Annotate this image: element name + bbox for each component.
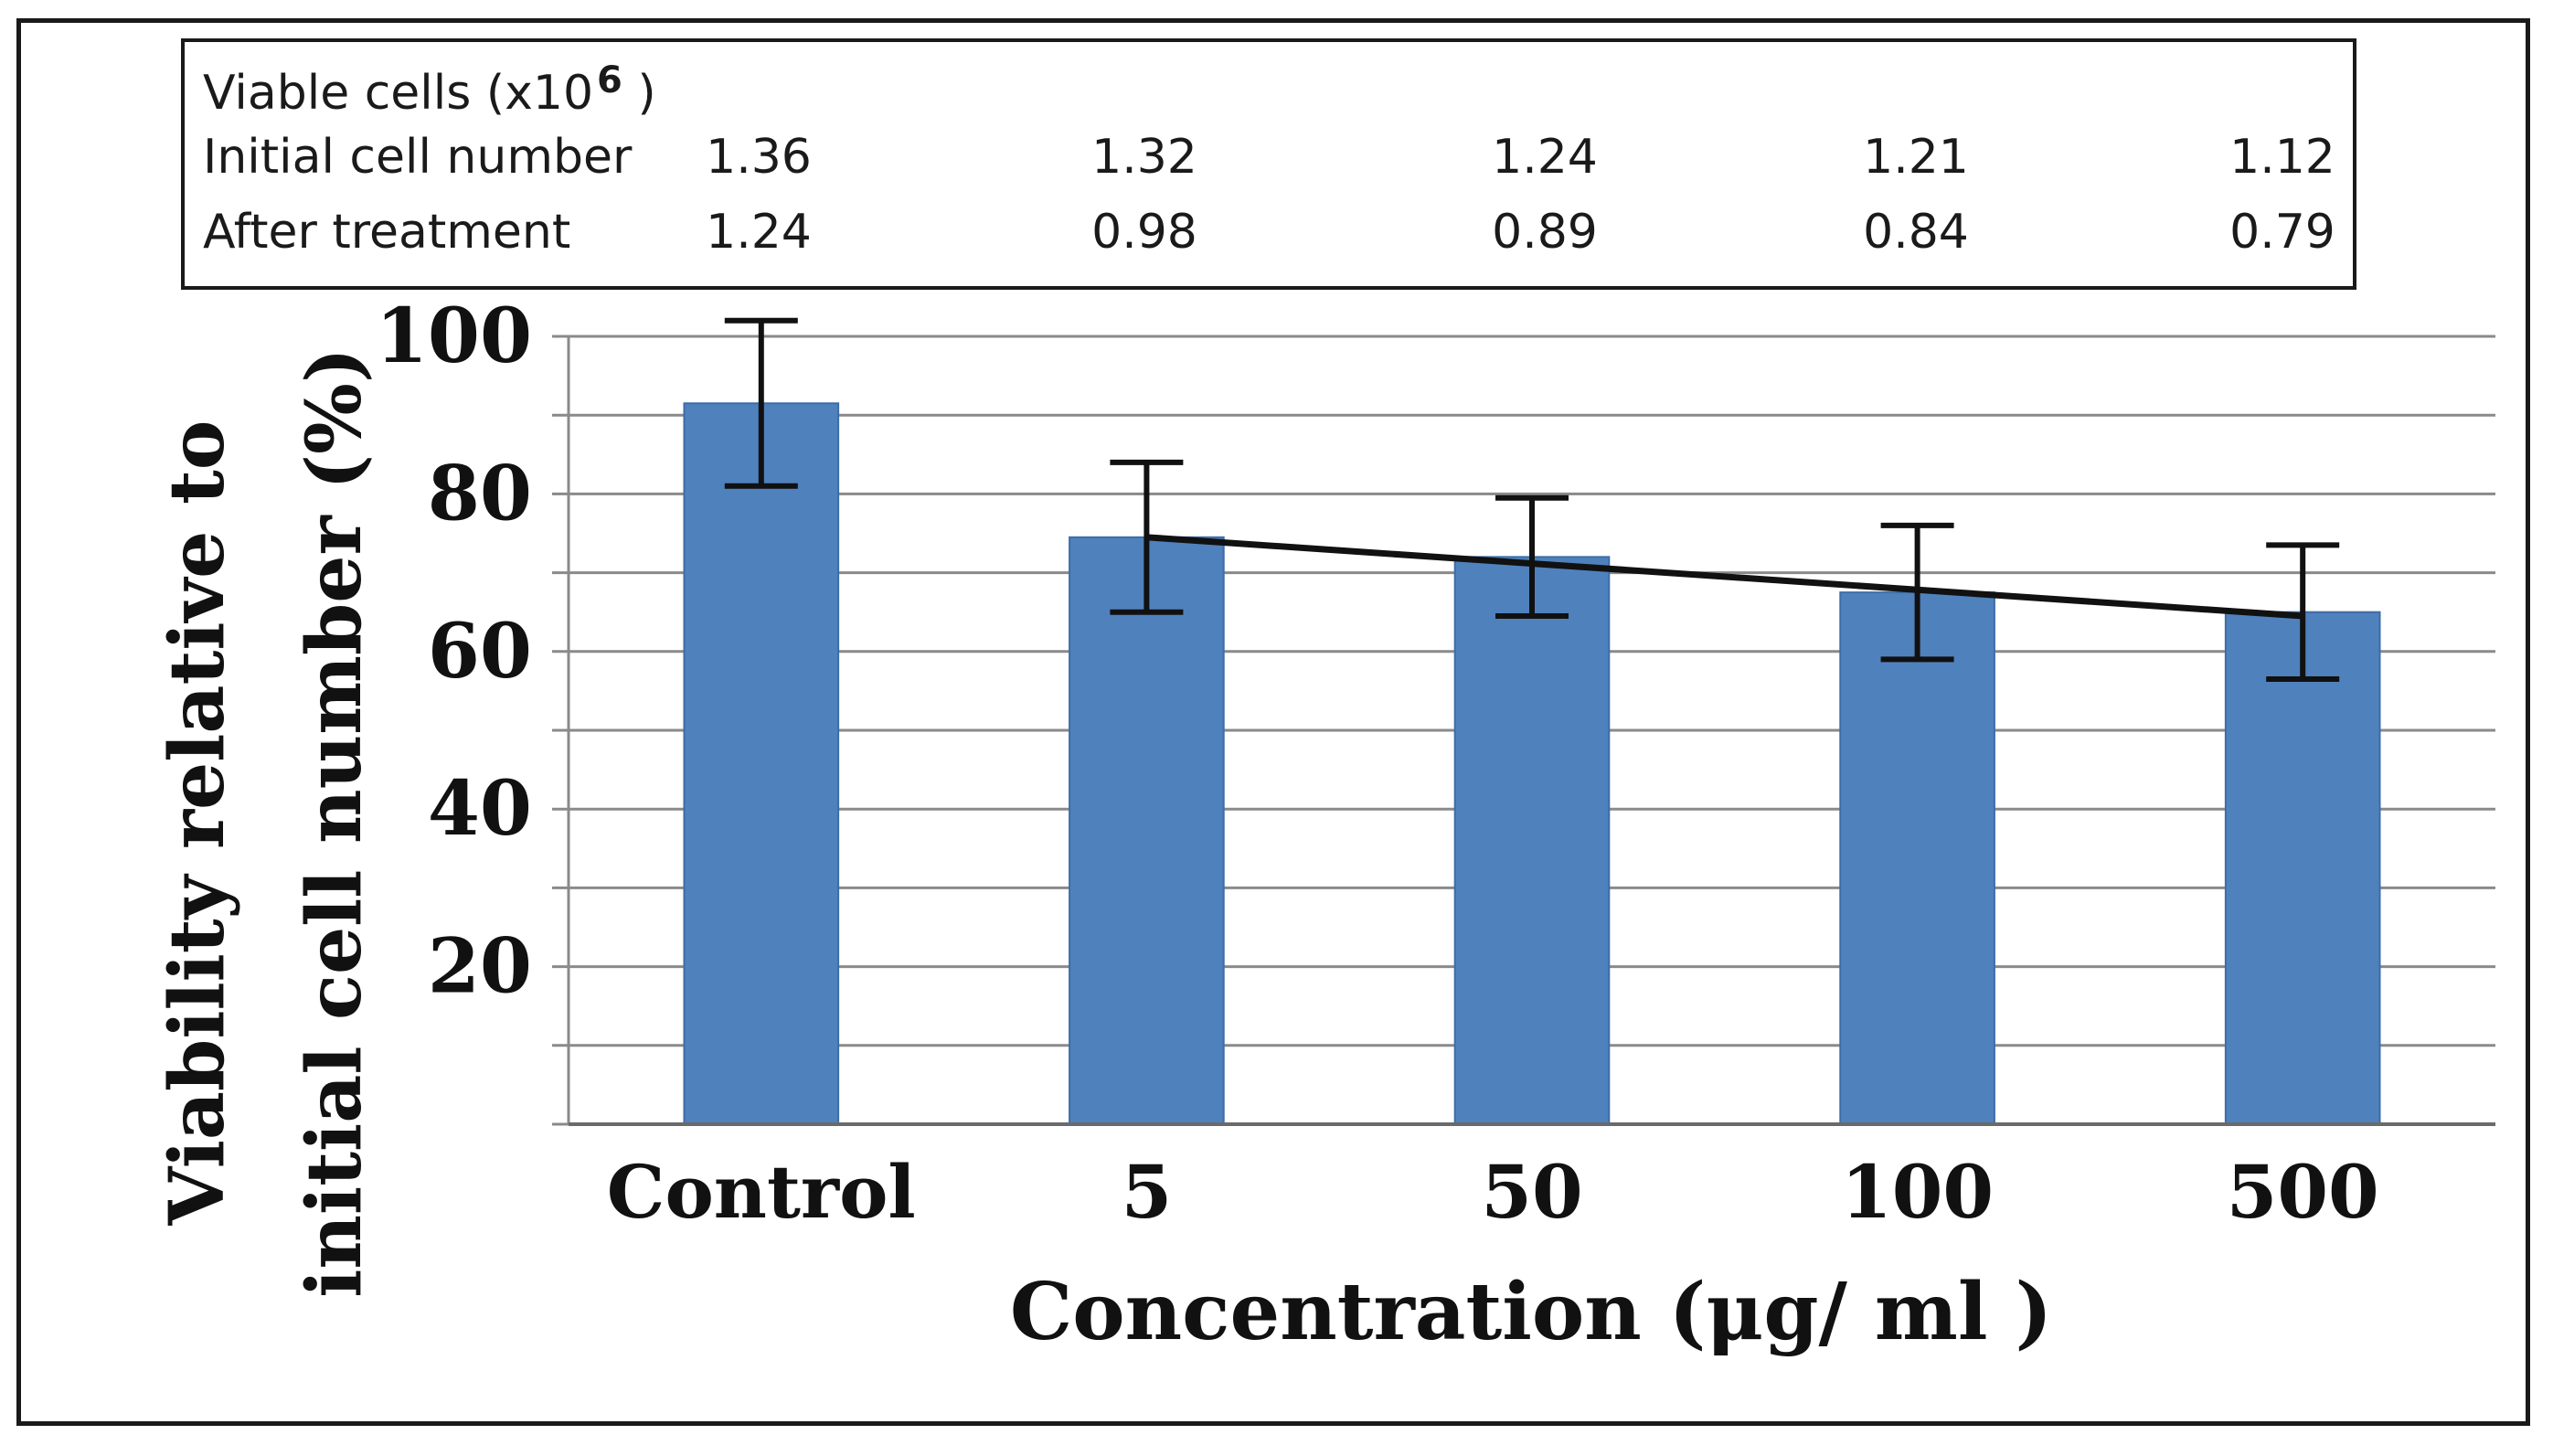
y-axis-label-line2: initial cell number (%) — [291, 347, 378, 1298]
x-tick-label: Control — [607, 1149, 916, 1235]
initial-value: 1.24 — [1492, 130, 1598, 185]
y-tick-label: 60 — [428, 608, 532, 696]
initial-value: 1.21 — [1863, 130, 1969, 185]
initial-value: 1.12 — [2229, 130, 2335, 185]
y-tick-label: 80 — [428, 450, 532, 537]
viable-cells-table: Viable cells (x10 6 ) Initial cell number… — [181, 38, 2356, 290]
trendline — [1146, 534, 2303, 620]
bar — [1069, 536, 1225, 1125]
error-bars — [724, 317, 2340, 682]
after-value: 0.98 — [1091, 205, 1197, 260]
after-value: 0.89 — [1492, 205, 1598, 260]
table-title-close: ) — [637, 66, 656, 121]
x-tick-label: 500 — [2227, 1149, 2379, 1235]
after-value: 0.84 — [1863, 205, 1969, 260]
y-tick-label: 100 — [376, 292, 532, 380]
figure-frame — [16, 18, 2530, 1426]
initial-value: 1.32 — [1091, 130, 1197, 185]
y-tick-label: 40 — [428, 765, 532, 853]
bar — [683, 402, 840, 1125]
x-tick-label: 50 — [1481, 1149, 1582, 1235]
table-title-exponent: 6 — [597, 59, 622, 101]
bars — [683, 402, 2381, 1125]
y-axis-label-line1: Viability relative to — [154, 420, 241, 1227]
row-label-after: After treatment — [203, 205, 571, 260]
after-value: 0.79 — [2229, 205, 2335, 260]
x-tick-label: 100 — [1841, 1149, 1994, 1235]
table-title: Viable cells (x10 6 ) — [203, 62, 656, 117]
axes — [552, 335, 2495, 1126]
table-title-text: Viable cells (x10 — [203, 66, 594, 121]
trendline-group — [1146, 534, 2303, 620]
initial-value: 1.36 — [706, 130, 812, 185]
row-label-initial: Initial cell number — [203, 130, 633, 185]
bar — [2224, 611, 2381, 1125]
bar — [1453, 556, 1611, 1125]
y-tick-label: 20 — [428, 923, 532, 1011]
x-tick-labels: Control 5 50 100 500 — [607, 1149, 2379, 1235]
x-axis-label: Concentration (μg/ ml ) — [1010, 1266, 2052, 1358]
x-tick-label: 5 — [1122, 1149, 1173, 1235]
after-value: 1.24 — [706, 205, 812, 260]
bar — [1839, 591, 1995, 1125]
y-tick-labels: 20 40 60 80 100 — [376, 292, 532, 1011]
